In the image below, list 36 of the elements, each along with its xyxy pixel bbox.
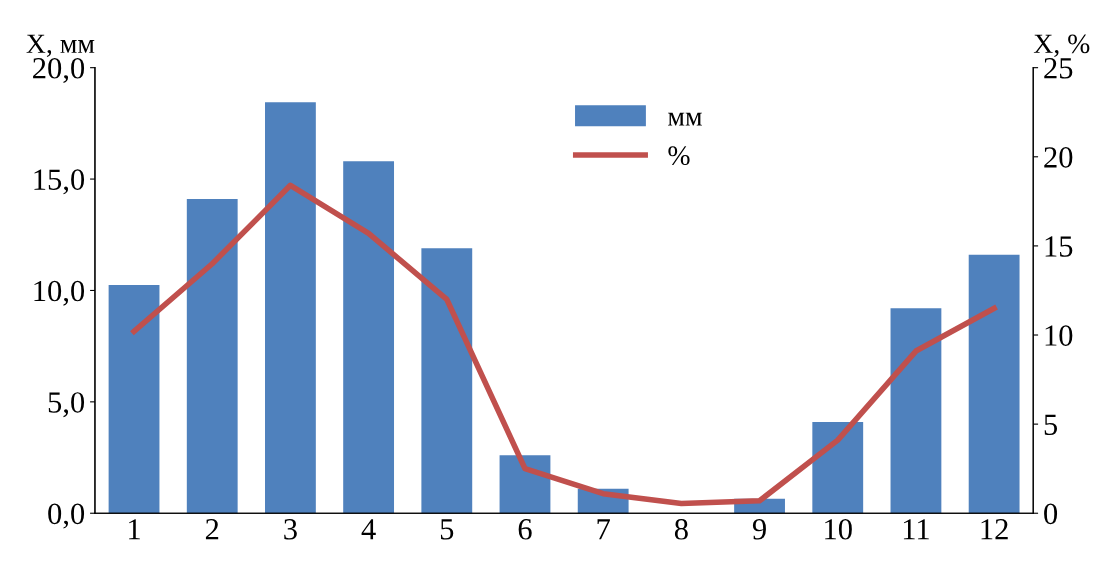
x-tick-label: 6: [518, 519, 532, 540]
x-tick-label: 8: [674, 518, 688, 540]
bar: [812, 421, 864, 514]
x-tick-label: 3: [284, 519, 297, 540]
y-tick-label: 10,0: [34, 280, 85, 306]
x-tick-label: 1: [129, 519, 140, 540]
y-tick-label: 20,0: [33, 57, 85, 83]
bar: [421, 248, 473, 514]
bar: [890, 308, 942, 514]
x-tick-label: 5: [440, 519, 454, 540]
y-axis-title: X, мм: [26, 34, 95, 58]
x-tick-label: 9: [752, 519, 766, 540]
bar: [968, 254, 1020, 514]
x-tick-label: 12: [981, 519, 1008, 540]
legend-label: мм: [668, 112, 702, 126]
bar: [265, 102, 316, 514]
bar: [343, 161, 395, 514]
x-tick-label: 11: [903, 519, 929, 540]
y2-tick-label: 0: [1044, 503, 1058, 525]
bar: [499, 455, 551, 514]
y2-tick-label: 15: [1045, 236, 1073, 257]
x-tick-label: 4: [361, 519, 376, 540]
y-tick-label: 0,0: [48, 503, 85, 529]
y2-tick-label: 25: [1044, 58, 1073, 79]
x-tick-label: 2: [205, 519, 219, 540]
bar: [186, 199, 238, 514]
x-tick-label: 7: [597, 519, 610, 540]
y2-tick-label: 20: [1044, 147, 1073, 168]
bar: [108, 284, 160, 514]
y-tick-label: 5,0: [48, 392, 85, 418]
y-tick-label: 15,0: [34, 169, 85, 195]
y2-tick-label: 5: [1044, 414, 1058, 436]
y2-tick-label: 10: [1045, 325, 1073, 346]
x-tick-label: 10: [825, 518, 852, 540]
legend-label: %: [668, 146, 690, 166]
y2-axis-title: X, %: [1033, 34, 1090, 58]
